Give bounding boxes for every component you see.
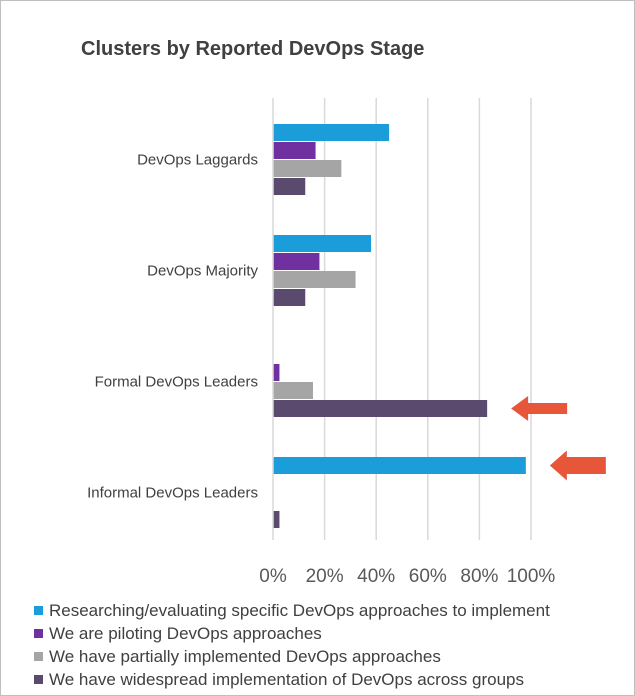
bar	[273, 253, 320, 270]
annotation-arrow	[511, 396, 568, 421]
bar	[273, 382, 313, 399]
x-tick-label: 80%	[460, 566, 498, 587]
bar	[273, 511, 280, 528]
legend-swatch	[34, 675, 43, 684]
x-tick-label: 100%	[507, 566, 556, 587]
bar	[273, 289, 306, 306]
legend-item: We have widespread implementation of Dev…	[34, 668, 550, 691]
category-label: DevOps Laggards	[137, 152, 258, 169]
legend-swatch	[34, 652, 43, 661]
bar	[273, 160, 342, 177]
x-tick-label: 0%	[259, 566, 287, 587]
bar	[273, 400, 488, 417]
legend-swatch	[34, 629, 43, 638]
bar	[273, 364, 280, 381]
bar	[273, 124, 390, 141]
x-tick-label: 40%	[357, 566, 395, 587]
chart-title: Clusters by Reported DevOps Stage	[81, 38, 425, 60]
legend-swatch	[34, 606, 43, 615]
legend-label: We are piloting DevOps approaches	[49, 623, 322, 643]
x-tick-label: 20%	[306, 566, 344, 587]
bar	[273, 142, 316, 159]
legend-item: We are piloting DevOps approaches	[34, 622, 550, 645]
bar	[273, 178, 306, 195]
legend-label: We have widespread implementation of Dev…	[49, 669, 524, 689]
category-label: Formal DevOps Leaders	[95, 374, 258, 391]
x-tick-label: 60%	[409, 566, 447, 587]
legend-item: Researching/evaluating specific DevOps a…	[34, 599, 550, 622]
bar	[273, 457, 526, 474]
bar	[273, 271, 356, 288]
chart-legend: Researching/evaluating specific DevOps a…	[34, 599, 550, 691]
bar	[273, 235, 372, 252]
category-label: Informal DevOps Leaders	[87, 485, 258, 502]
category-label: DevOps Majority	[147, 263, 258, 280]
legend-item: We have partially implemented DevOps app…	[34, 645, 550, 668]
annotation-arrow	[549, 450, 606, 481]
legend-label: Researching/evaluating specific DevOps a…	[49, 600, 550, 620]
legend-label: We have partially implemented DevOps app…	[49, 646, 441, 666]
